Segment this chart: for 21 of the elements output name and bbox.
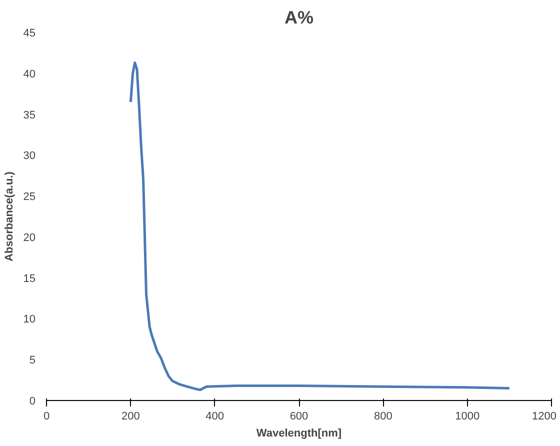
y-tick-label: 25 xyxy=(23,191,36,204)
x-tick-label: 1000 xyxy=(455,410,480,422)
y-tick-label: 20 xyxy=(23,232,36,244)
y-tick-label: 40 xyxy=(23,68,36,80)
x-tick-label: 400 xyxy=(206,410,224,422)
y-tick-label: 0 xyxy=(29,396,36,408)
x-tick-label: 1200 xyxy=(532,410,557,422)
x-tick-label: 600 xyxy=(290,410,308,422)
y-tick-label: 45 xyxy=(23,28,36,40)
y-tick-label: 35 xyxy=(23,109,36,122)
x-tick-label: 800 xyxy=(374,410,392,422)
line-series xyxy=(129,62,511,392)
x-tick-label: 200 xyxy=(121,410,140,422)
y-tick-label: 15 xyxy=(23,272,36,285)
y-tick-label: 5 xyxy=(29,354,36,367)
y-axis-title: Absorbance(a.u.) xyxy=(3,171,16,262)
x-tick-label: 0 xyxy=(43,410,50,422)
x-axis-title: Wavelength[nm] xyxy=(256,428,342,440)
chart-title: A% xyxy=(284,8,314,28)
y-tick-label: 30 xyxy=(23,150,36,162)
y-tick-label: 10 xyxy=(23,314,36,326)
